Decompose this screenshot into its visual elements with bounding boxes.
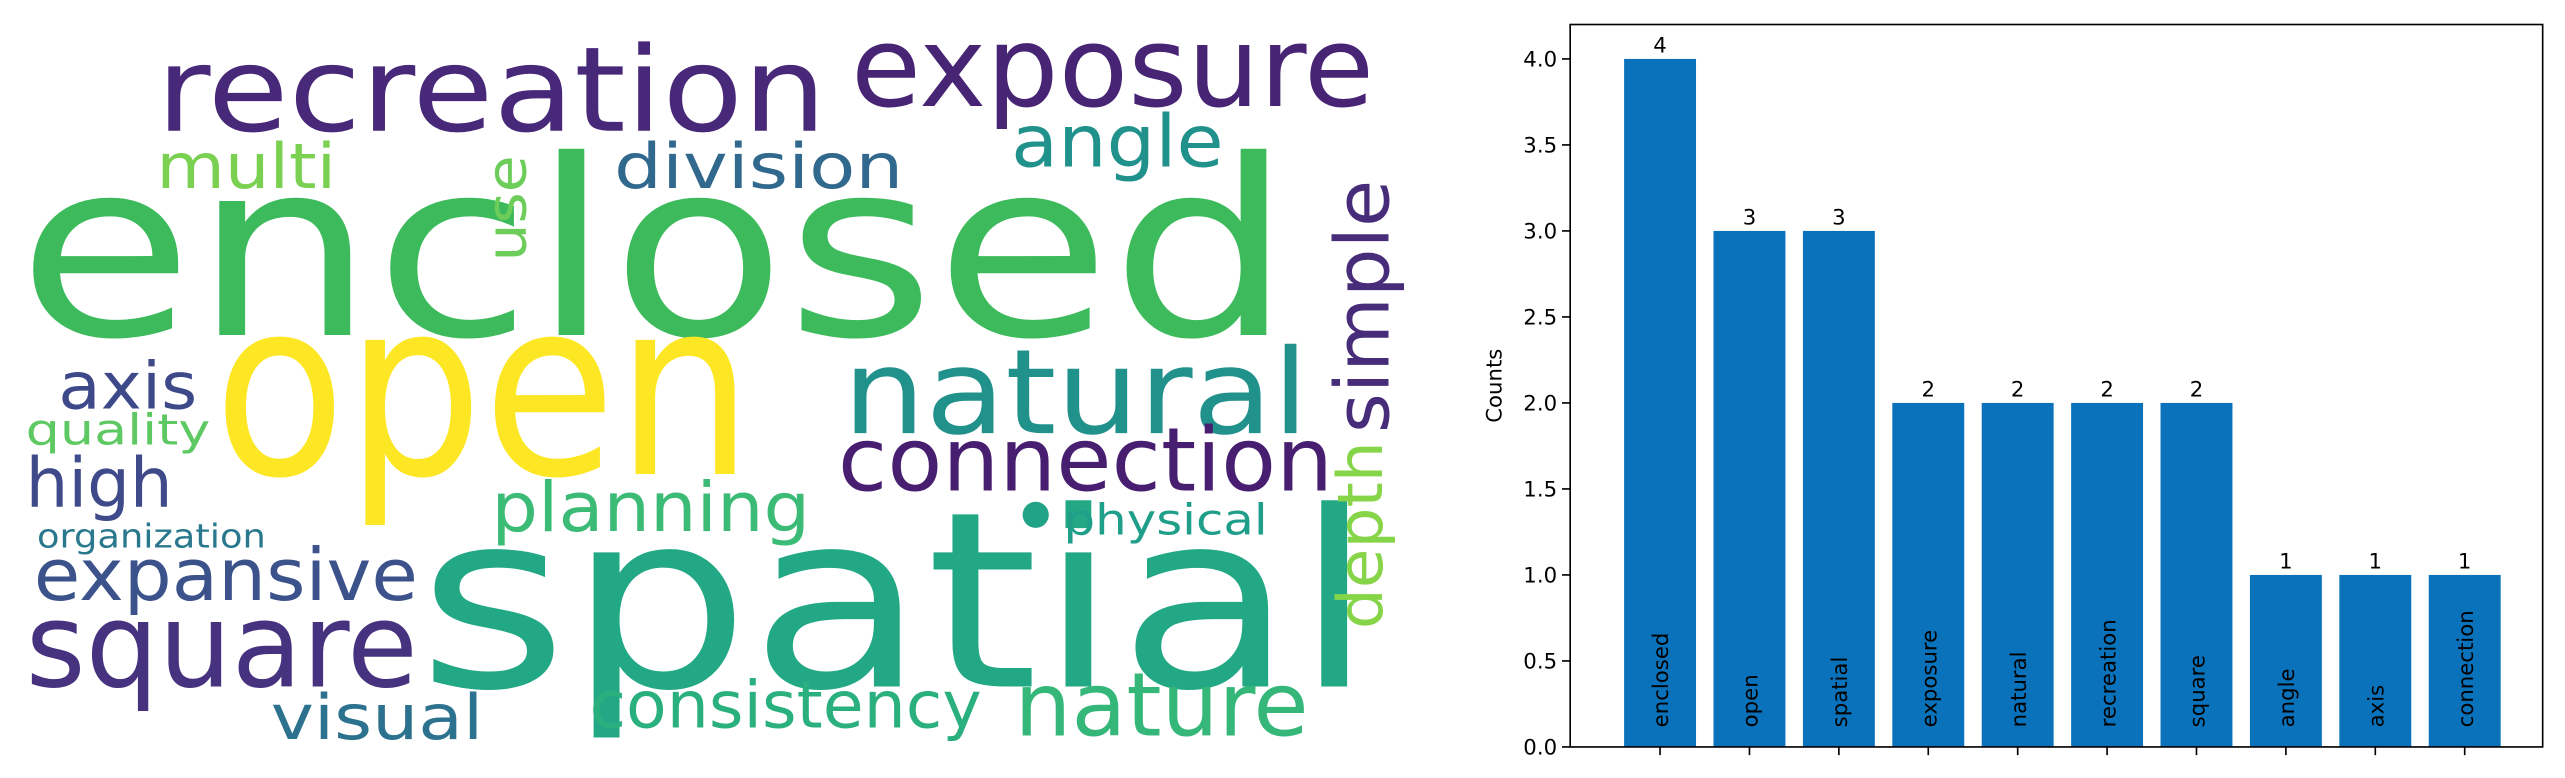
wordcloud-dot	[1022, 501, 1049, 528]
word: multi	[156, 130, 336, 203]
bar	[2339, 574, 2412, 747]
word: enclosed	[17, 107, 1292, 393]
bar-category-label: recreation	[2096, 619, 2121, 727]
word: spatial	[418, 458, 1374, 744]
y-tick-label: 3.5	[1523, 133, 1557, 158]
y-tick-label: 0.5	[1523, 649, 1557, 674]
bar-category-label: exposure	[1917, 630, 1942, 728]
word: angle	[1011, 100, 1223, 184]
y-tick-label: 2.0	[1523, 391, 1557, 416]
bar-category-label: open	[1739, 674, 1764, 727]
value-label: 3	[1832, 205, 1846, 230]
bar-category-label: angle	[2275, 668, 2300, 727]
word: connection	[838, 408, 1333, 511]
bar	[2249, 574, 2322, 747]
word: depth	[1324, 441, 1397, 629]
value-label: 2	[1922, 377, 1936, 402]
word: natural	[843, 324, 1309, 461]
plot-frame	[1569, 23, 2544, 748]
bar-category-label: spatial	[1828, 657, 1853, 728]
value-label: 2	[2011, 377, 2025, 402]
y-tick-label: 1.5	[1523, 477, 1557, 502]
bar	[1802, 230, 1875, 747]
bar-category-label: enclosed	[1649, 633, 1674, 728]
word: organization	[37, 518, 266, 556]
value-label: 4	[1653, 33, 1667, 58]
word: consistency	[589, 667, 981, 743]
y-tick-label: 4.0	[1523, 47, 1557, 72]
bar	[2428, 574, 2501, 747]
bar-category-label: square	[2186, 655, 2211, 727]
word: division	[614, 130, 903, 203]
value-label: 1	[2369, 549, 2383, 574]
bar-category-label: axis	[2364, 685, 2389, 728]
word: square	[26, 577, 418, 714]
bar	[2071, 402, 2144, 747]
value-label: 2	[2190, 377, 2204, 402]
word: recreation	[156, 22, 826, 159]
bar-category-label: natural	[2007, 651, 2032, 727]
word: planning	[491, 468, 810, 548]
word: exposure	[851, 4, 1374, 133]
y-tick-label: 2.5	[1523, 305, 1557, 330]
y-tick-label: 3.0	[1523, 219, 1557, 244]
y-tick-label: 0.0	[1523, 735, 1557, 760]
word: nature	[1014, 654, 1308, 757]
bar	[1981, 402, 2054, 747]
bar	[1713, 230, 1786, 747]
bar-category-label: connection	[2454, 610, 2479, 727]
value-label: 1	[2279, 549, 2293, 574]
word: visual	[271, 681, 483, 754]
word: axis	[58, 349, 197, 425]
word: simple	[1319, 180, 1407, 433]
bar	[2160, 402, 2233, 747]
word: open	[214, 246, 753, 532]
bar	[1624, 58, 1697, 747]
word: high	[26, 444, 173, 524]
word: expansive	[34, 533, 418, 617]
value-label: 3	[1743, 205, 1757, 230]
value-label: 1	[2458, 549, 2472, 574]
y-tick-label: 1.0	[1523, 563, 1557, 588]
word: use	[475, 155, 540, 261]
bar	[1892, 402, 1965, 747]
word: physical	[1063, 496, 1267, 545]
value-label: 2	[2100, 377, 2114, 402]
word: quality	[26, 407, 211, 456]
y-axis-label: Counts	[1483, 349, 1508, 423]
